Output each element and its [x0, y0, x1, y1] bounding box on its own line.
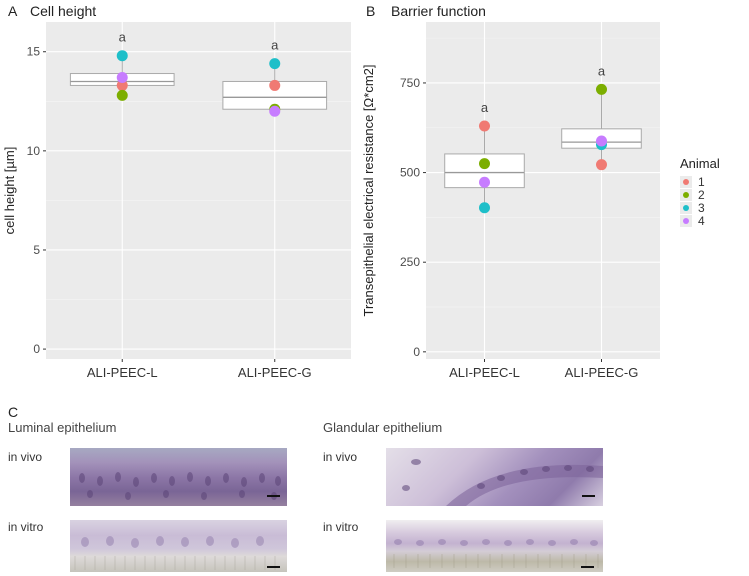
data-point-animal-1 [479, 120, 490, 132]
significance-letter: a [119, 30, 127, 45]
luminal-invitro-image [70, 520, 287, 572]
data-point-animal-2 [596, 83, 607, 95]
data-point-animal-2 [116, 89, 128, 101]
legend-entry-label: 3 [698, 201, 705, 215]
plot-background [46, 22, 351, 359]
luminal-title: Luminal epithelium [8, 420, 117, 435]
data-point-animal-3 [269, 58, 281, 70]
chart-b: 0 250 500 750 a a ALI-PEEC-L ALI-PEEC-G Transepi… [361, 22, 660, 380]
y-tick-label: 0 [33, 342, 40, 356]
glandular-invivo-image [386, 448, 603, 506]
data-point-animal-1 [116, 79, 128, 91]
x-tick-label: ALI-PEEC-G [238, 365, 312, 380]
scale-bar [582, 495, 595, 497]
glandular-invitro-image [386, 520, 603, 572]
glandular-invitro-label: in vitro [323, 520, 359, 534]
y-tick-label: 15 [27, 45, 41, 59]
luminal-invivo-image [70, 448, 287, 506]
data-point-animal-1 [269, 79, 281, 91]
plot-background [426, 22, 660, 359]
data-point-animal-3 [479, 202, 490, 214]
x-tick-label: ALI-PEEC-G [565, 365, 639, 380]
y-axis-label: cell height [µm] [2, 147, 17, 235]
significance-letter: a [481, 100, 489, 115]
luminal-invitro-label: in vitro [8, 520, 44, 534]
luminal-invivo-label: in vivo [8, 450, 43, 464]
scale-bar [267, 566, 280, 568]
legend-key-animal-1 [683, 179, 689, 185]
legend-key-animal-2 [683, 192, 689, 198]
y-tick-label: 5 [33, 243, 40, 257]
chart-a: 0 5 10 15 a a ALI-PEEC-L ALI-PEEC-G cell height … [2, 22, 351, 380]
data-point-animal-3 [116, 50, 128, 62]
scale-bar [267, 495, 280, 497]
legend-key-animal-3 [683, 205, 689, 211]
y-tick-label: 0 [413, 345, 420, 359]
glandular-invivo-label: in vivo [323, 450, 358, 464]
significance-letter: a [271, 38, 279, 53]
legend-key-animal-4 [683, 218, 689, 224]
legend-title: Animal [680, 156, 720, 171]
legend-entry-label: 2 [698, 188, 705, 202]
panel-a-letter: A [8, 3, 18, 19]
data-point-animal-4 [479, 176, 490, 188]
chart-a-title: Cell height [30, 3, 96, 19]
data-point-animal-4 [269, 105, 281, 117]
legend-entry-label: 1 [698, 175, 705, 189]
x-tick-label: ALI-PEEC-L [87, 365, 158, 380]
panel-b-letter: B [366, 3, 375, 19]
data-point-animal-1 [596, 159, 607, 171]
glandular-title: Glandular epithelium [323, 420, 443, 435]
panel-c-letter: C [8, 404, 19, 420]
data-point-animal-4 [596, 135, 607, 147]
data-point-animal-2 [479, 158, 490, 170]
y-tick-label: 10 [27, 144, 41, 158]
y-tick-label: 500 [400, 166, 420, 180]
x-tick-label: ALI-PEEC-L [449, 365, 520, 380]
y-axis-label: Transepithelial electrical resistance [Ω… [361, 64, 376, 316]
y-tick-label: 250 [400, 255, 420, 269]
significance-letter: a [598, 63, 606, 78]
y-tick-label: 750 [400, 76, 420, 90]
chart-b-title: Barrier function [391, 3, 486, 19]
scale-bar [581, 566, 594, 568]
data-point-animal-4 [116, 72, 128, 84]
legend-entry-label: 4 [698, 214, 705, 228]
